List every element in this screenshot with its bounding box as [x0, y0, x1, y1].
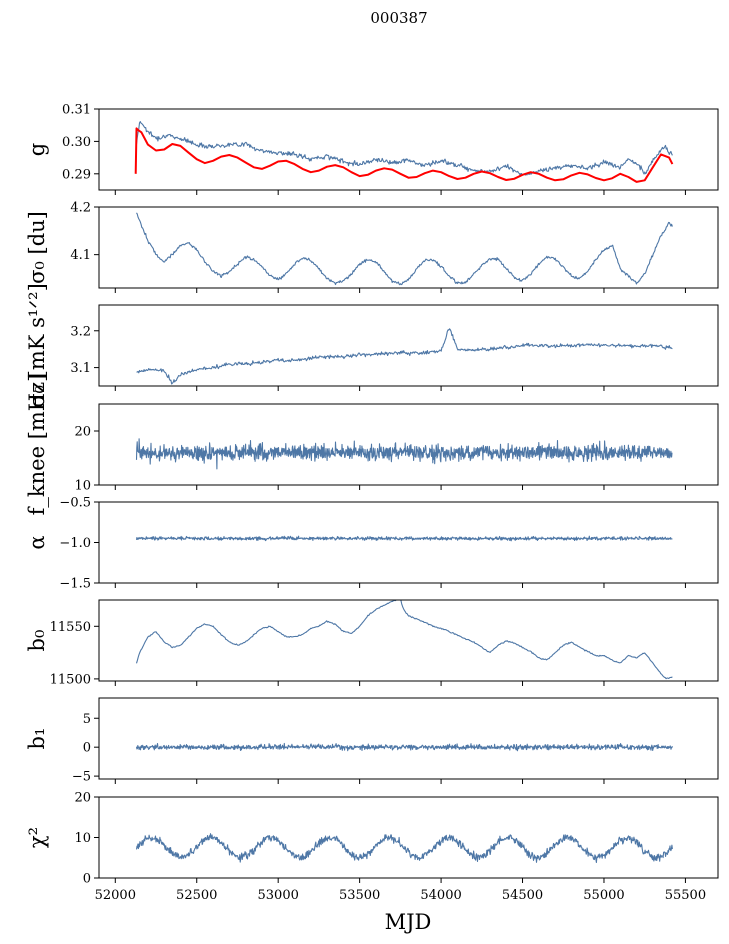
x-axis-label: MJD	[385, 910, 432, 934]
x-tick-label: 52500	[176, 888, 217, 903]
y-tick-label-fknee: 10	[74, 479, 91, 494]
y-tick-label-chi2: 20	[74, 791, 91, 806]
figure-title: 000387	[370, 9, 427, 27]
panel-g: 0.29 0.30 0.31 g	[25, 103, 719, 195]
series-line-g	[135, 121, 673, 176]
panel-sigma0_white: 3.1 3.2 σ₀ [mK s¹ᐟ²]	[25, 283, 719, 408]
plot-area-sigma0_white	[136, 328, 673, 385]
series-line-chi2	[135, 833, 673, 864]
plot-area-sigma0	[136, 212, 673, 286]
y-axis-label-b0: b₀	[25, 630, 49, 652]
y-tick-label-b0: 11500	[50, 672, 91, 687]
y-tick-label-g: 0.31	[62, 103, 91, 118]
y-axis-label-chi2: χ²	[25, 827, 49, 848]
x-tick-label: 55500	[665, 888, 706, 903]
x-tick-label: 55000	[583, 888, 624, 903]
series-line-fknee	[135, 438, 673, 470]
y-axis-label-g: g	[25, 143, 49, 156]
y-axis-label-b1: b₁	[25, 728, 49, 750]
y-tick-label-alpha: −0.5	[59, 496, 91, 511]
y-tick-label-b0: 11550	[50, 620, 91, 635]
y-axis-label-sigma0: σ₀ [du]	[25, 211, 49, 284]
axes-frame-fknee	[98, 403, 719, 486]
series-line-noise	[136, 328, 673, 385]
panel-chi2: 0 10 20 χ²	[25, 791, 719, 887]
panel-sigma0: 4.1 4.2 σ₀ [du]	[25, 201, 719, 293]
series-line-b0	[135, 600, 673, 680]
x-tick-label: 53500	[339, 888, 380, 903]
plot-area-b1	[135, 742, 673, 752]
plot-area-alpha	[135, 535, 673, 542]
x-tick-label: 54500	[502, 888, 543, 903]
axes-frame-b0	[98, 599, 719, 682]
plot-area-chi2	[135, 833, 673, 864]
y-tick-label-sigma0_white: 3.1	[70, 361, 91, 376]
panel-alpha: −1.5 −1.0 −0.5 α	[25, 496, 719, 592]
y-axis-label-sigma0_white: σ₀ [mK s¹ᐟ²]	[25, 283, 49, 408]
y-tick-label-alpha: −1.5	[59, 577, 91, 592]
y-tick-label-fknee: 20	[74, 425, 91, 440]
x-tick-label: 53000	[258, 888, 299, 903]
axes-frame-b1	[98, 697, 719, 780]
series-line-alpha	[135, 535, 673, 542]
panel-b1: −5 0 5 b₁	[25, 697, 719, 785]
y-axis-label-alpha: α	[25, 535, 49, 549]
plot-area-b0	[135, 600, 673, 680]
y-tick-label-chi2: 0	[83, 872, 91, 887]
plot-area-fknee	[135, 438, 673, 470]
y-tick-label-b1: 5	[83, 712, 91, 727]
axes-frame-sigma0_white	[98, 304, 719, 387]
y-tick-label-alpha: −1.0	[59, 536, 91, 551]
y-tick-label-g: 0.30	[62, 135, 91, 150]
y-tick-label-b1: 0	[83, 741, 91, 756]
plot-area-g	[134, 121, 674, 183]
axes-frame-g	[98, 108, 719, 191]
x-tick-label: 54000	[420, 888, 461, 903]
y-tick-label-chi2: 10	[74, 831, 91, 846]
axes-frame-alpha	[98, 501, 719, 584]
y-tick-label-sigma0: 4.2	[70, 201, 91, 216]
y-tick-label-g: 0.29	[62, 167, 91, 182]
y-axis-label-fknee: f_knee [mHz]	[25, 374, 49, 516]
y-tick-label-b1: −5	[72, 770, 91, 785]
axes-frame-sigma0	[98, 206, 719, 289]
y-tick-label-sigma0: 4.1	[70, 248, 91, 263]
panels: 0.29 0.30 0.31 g 4.1 4.2 σ₀ [du] 3.1 3.2 σ₀ [mK s…	[25, 103, 719, 903]
axes-frame-chi2	[98, 796, 719, 879]
series-line-model	[134, 127, 674, 183]
series-line-sigma0	[136, 212, 673, 286]
y-tick-label-sigma0_white: 3.2	[70, 324, 91, 339]
x-tick-label: 52000	[95, 888, 136, 903]
series-line-b1	[135, 742, 673, 752]
panel-fknee: 10 20 f_knee [mHz]	[25, 374, 719, 516]
